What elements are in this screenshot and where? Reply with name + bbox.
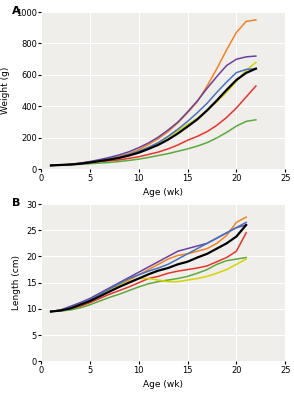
Text: B: B bbox=[12, 198, 20, 208]
Text: A: A bbox=[12, 6, 21, 16]
X-axis label: Age (wk): Age (wk) bbox=[143, 188, 183, 197]
X-axis label: Age (wk): Age (wk) bbox=[143, 380, 183, 389]
Y-axis label: Weight (g): Weight (g) bbox=[1, 67, 11, 114]
Y-axis label: Length (cm): Length (cm) bbox=[12, 255, 21, 310]
Legend: 232680, 232679, Average: 232680, 232679, Average bbox=[45, 264, 191, 272]
